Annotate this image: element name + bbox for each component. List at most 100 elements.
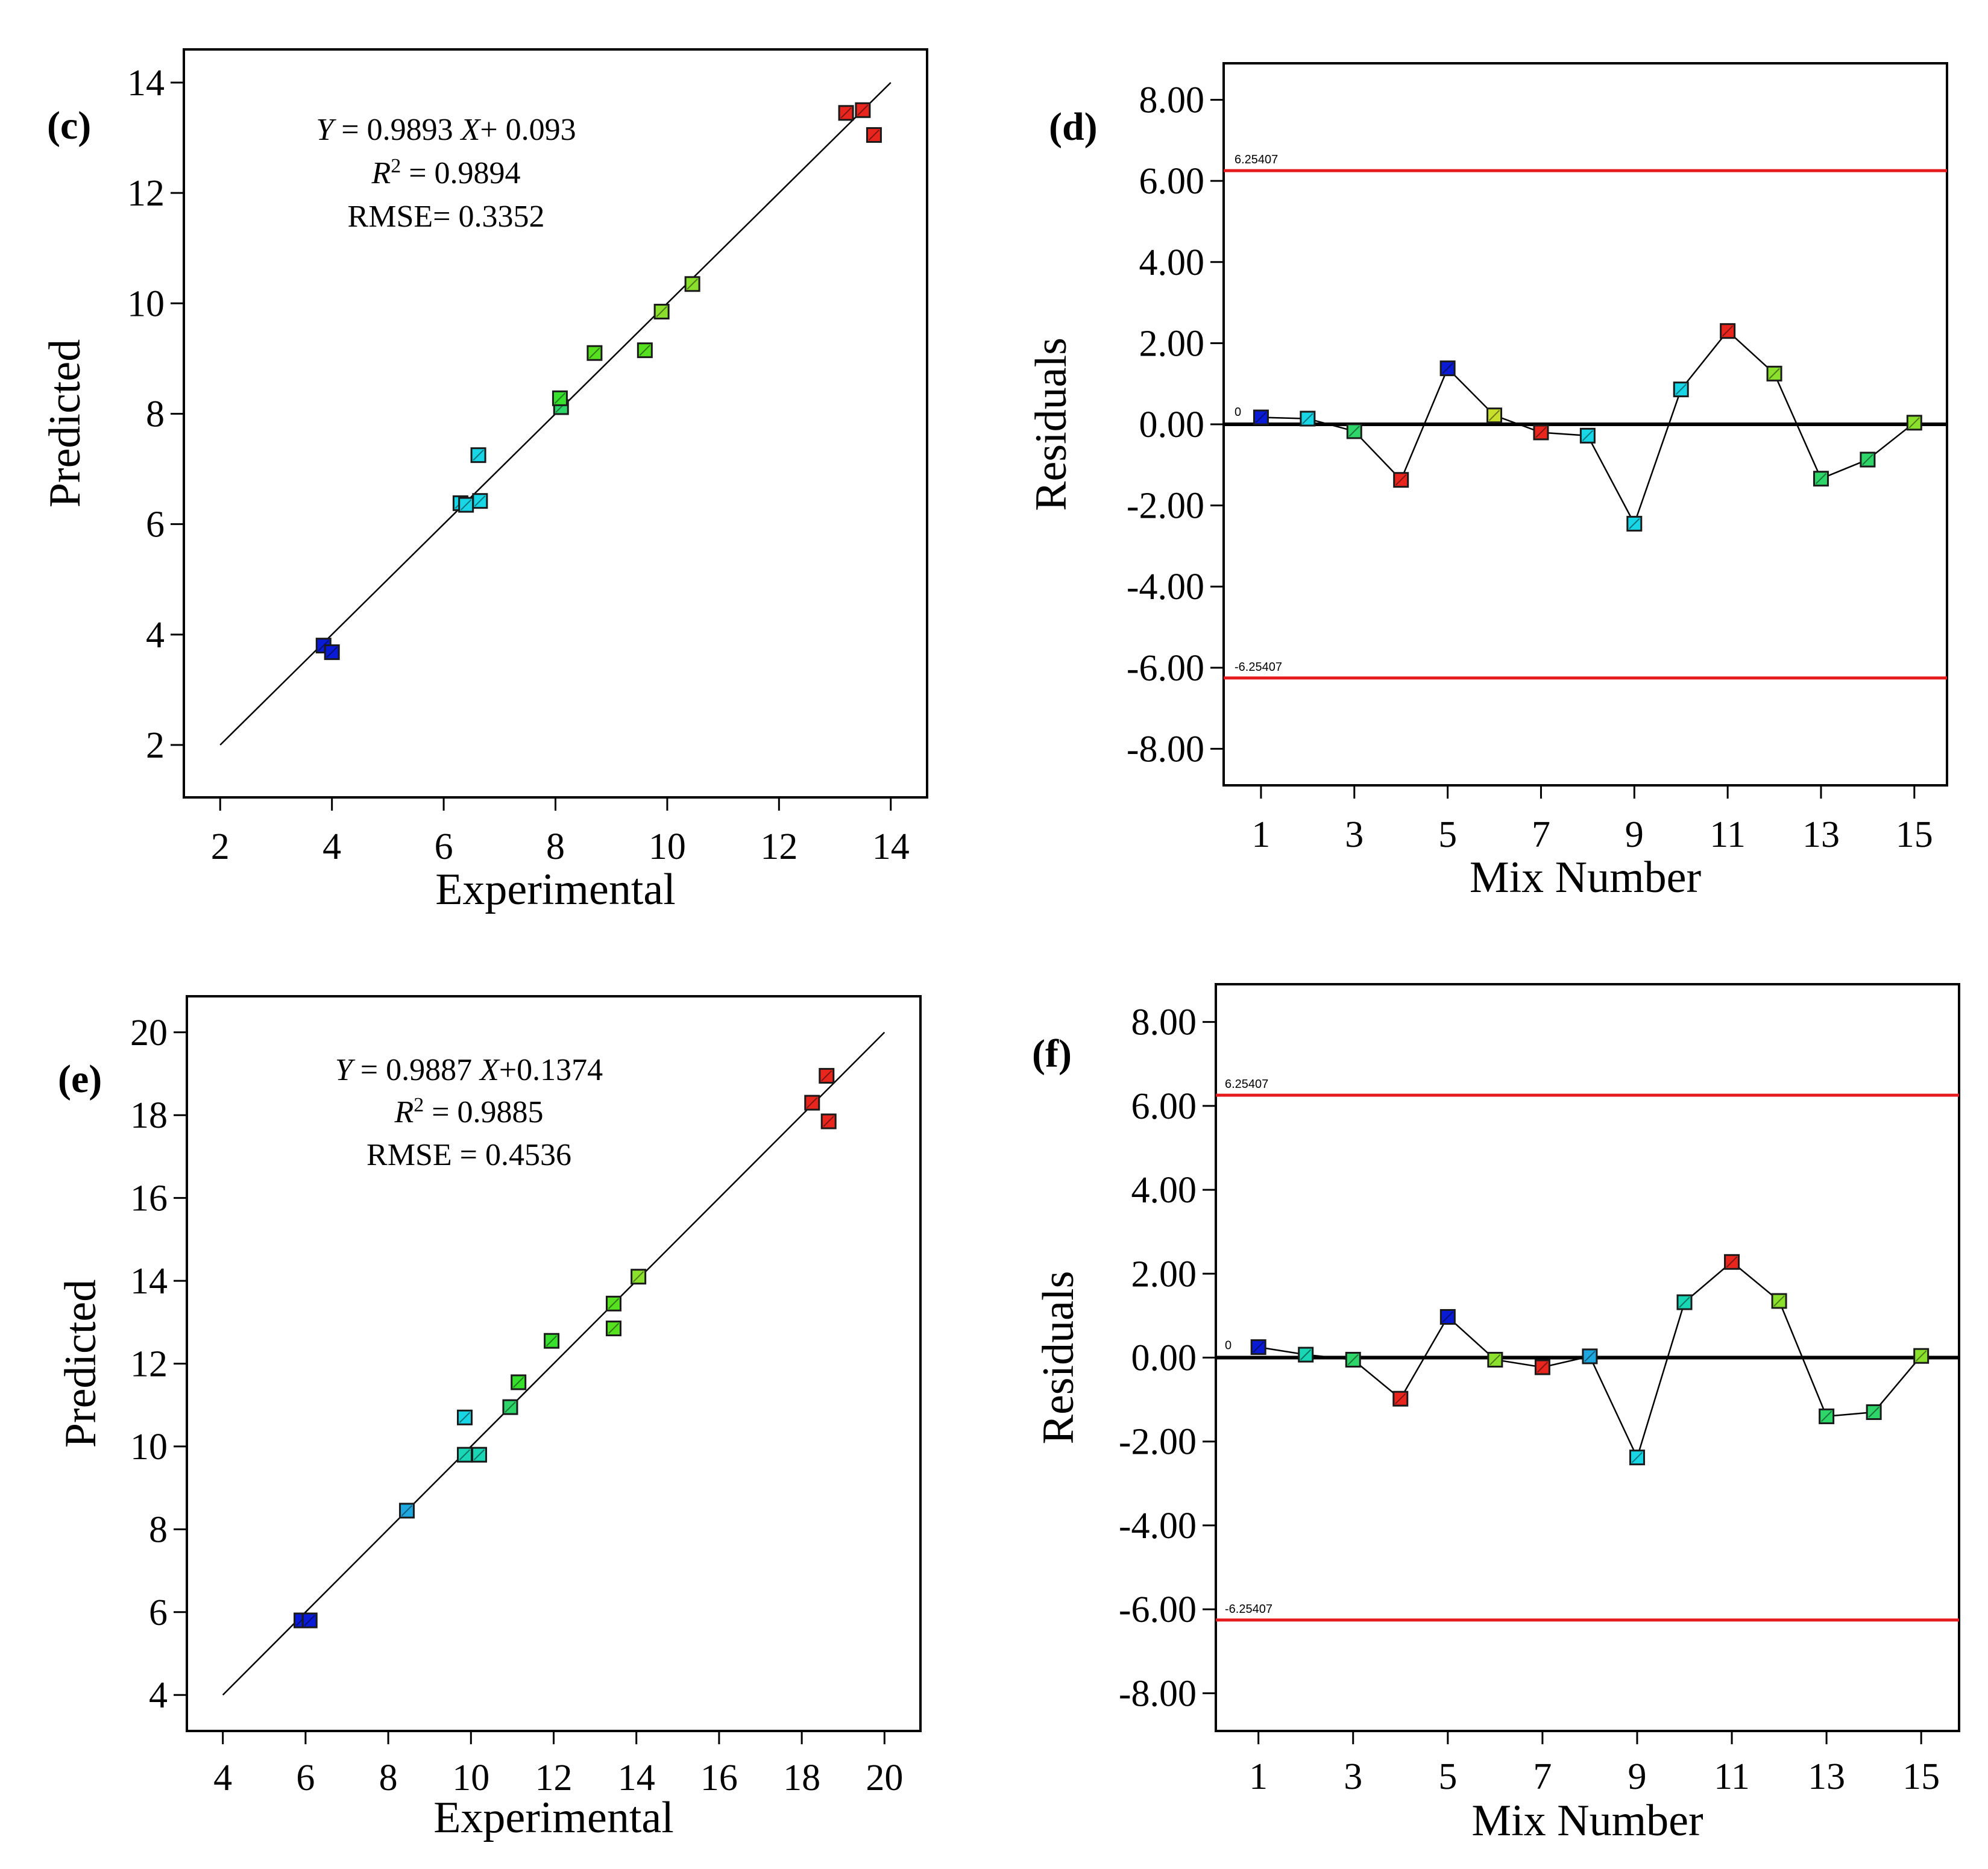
residual-point-diag (1442, 362, 1453, 374)
x-tick-label: 12 (535, 1757, 573, 1798)
panel-label: (c) (47, 104, 91, 148)
residual-point-diag (1868, 1406, 1879, 1418)
data-point (605, 1295, 621, 1311)
residual-point-diag (1488, 409, 1500, 421)
residual-point (1819, 1408, 1835, 1424)
residual-point-diag (1726, 1256, 1738, 1268)
data-point-diag (505, 1401, 516, 1413)
x-tick-label: 3 (1345, 814, 1364, 855)
y-tick-label: 12 (127, 173, 165, 214)
x-tick-label: 6 (296, 1757, 315, 1798)
y-tick-label: 14 (130, 1261, 168, 1302)
x-tick-label: 5 (1438, 814, 1457, 855)
residual-point (1345, 1351, 1361, 1368)
residual-point-diag (1442, 1311, 1454, 1323)
eq-intercept: + 0.093 (480, 113, 576, 147)
y-tick-label: 20 (130, 1013, 168, 1054)
residual-point-diag (1679, 1296, 1690, 1308)
y-tick-label: 6 (149, 1592, 168, 1633)
data-point-diag (840, 107, 852, 119)
data-point (457, 1409, 473, 1425)
data-point-diag (589, 347, 600, 359)
x-tick-label: 12 (760, 826, 797, 867)
residual-point (1866, 1404, 1882, 1420)
x-tick-label: 15 (1896, 814, 1933, 855)
data-point (819, 1067, 835, 1084)
zero-label: 0 (1235, 406, 1241, 419)
residual-point-diag (1255, 412, 1267, 423)
r-superscript: 2 (414, 1094, 424, 1116)
data-point (653, 304, 670, 320)
data-point (605, 1321, 621, 1337)
panel-label: (f) (1032, 1032, 1072, 1076)
data-point-diag (868, 129, 880, 141)
upper-limit-label: 6.25407 (1235, 153, 1278, 166)
residual-point (1582, 1348, 1598, 1365)
y-tick-label: 2.00 (1139, 323, 1205, 364)
residual-point-diag (1815, 473, 1827, 485)
x-tick-label: 14 (618, 1757, 655, 1798)
data-point-diag (459, 1449, 471, 1460)
eq-slope: = 0.9887 (353, 1053, 480, 1087)
x-tick-label: 10 (452, 1757, 489, 1798)
y-axis-title: Residuals (1027, 338, 1076, 511)
data-point (471, 1447, 488, 1463)
chart-d-residuals-vs-mix-number: 1 3 5 7 9 11 13 15-8.00-6.00-4.00-2.000.002.004… (1027, 62, 1948, 902)
data-point-diag (326, 646, 338, 658)
eq-intercept: +0.1374 (499, 1053, 603, 1087)
r-superscript: 2 (391, 155, 401, 177)
data-point-diag (460, 499, 472, 510)
data-point-diag (473, 449, 484, 461)
residual-point (1487, 1351, 1503, 1368)
x-tick-label: 10 (649, 826, 686, 867)
x-tick-label: 20 (866, 1757, 903, 1798)
y-tick-label: -2.00 (1119, 1422, 1197, 1463)
y-tick-label: 2.00 (1131, 1254, 1197, 1295)
data-point-diag (608, 1298, 620, 1310)
x-tick-label: 2 (211, 826, 230, 867)
data-point (838, 105, 854, 121)
x-tick-label: 4 (213, 1757, 232, 1798)
r-squared-line: R2 = 0.9885 (394, 1094, 543, 1130)
y-tick-label: -6.00 (1127, 648, 1204, 689)
data-point (511, 1374, 527, 1390)
r-symbol: R (371, 156, 391, 190)
y-axis-title: Residuals (1034, 1271, 1083, 1445)
x-tick-label: 8 (379, 1757, 398, 1798)
residual-point-diag (1908, 417, 1920, 429)
residual-point-diag (1820, 1410, 1832, 1422)
eq-slope: = 0.9893 (333, 113, 461, 147)
x-tick-label: 1 (1249, 1756, 1268, 1797)
residual-point (1392, 1390, 1409, 1407)
y-tick-label: 0.00 (1131, 1338, 1197, 1379)
data-point-diag (304, 1615, 315, 1626)
residual-point (1813, 471, 1829, 487)
data-point (472, 493, 488, 509)
data-point-diag (639, 344, 651, 356)
residual-point-diag (1347, 1354, 1359, 1366)
data-point (398, 1503, 415, 1519)
residual-point-diag (1769, 368, 1780, 380)
x-tick-label: 4 (322, 826, 341, 867)
data-point-diag (807, 1097, 818, 1108)
eq-x-symbol: X (460, 113, 482, 147)
data-point (301, 1612, 318, 1629)
data-point (866, 127, 882, 143)
data-point (502, 1399, 518, 1415)
equation-line: Y = 0.9893 X+ 0.093 (316, 113, 576, 147)
data-point (552, 390, 568, 406)
y-tick-label: -8.00 (1127, 729, 1204, 770)
y-tick-label: 6.00 (1131, 1086, 1197, 1127)
x-tick-label: 9 (1628, 1756, 1646, 1797)
x-tick-label: 8 (546, 826, 565, 867)
y-tick-label: 8.00 (1131, 1002, 1197, 1043)
residual-point-diag (1537, 1362, 1549, 1373)
x-axis-title: Mix Number (1471, 1796, 1703, 1845)
data-point-diag (512, 1377, 524, 1388)
r-symbol: R (394, 1095, 414, 1129)
data-point-diag (459, 1412, 471, 1424)
residual-point (1439, 1308, 1456, 1325)
residual-point (1346, 423, 1362, 439)
residual-point-diag (1302, 413, 1313, 424)
